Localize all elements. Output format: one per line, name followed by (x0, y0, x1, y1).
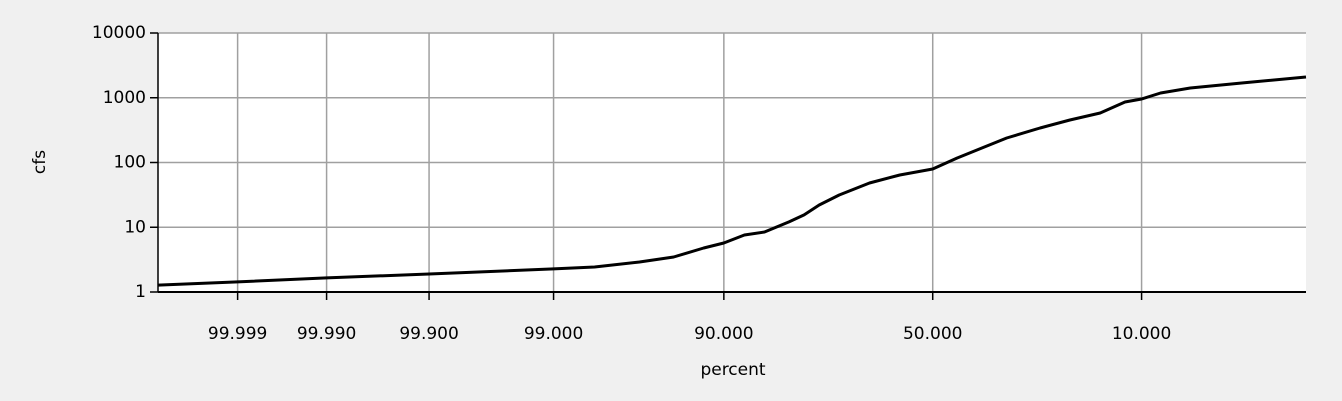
x-tick-label: 99.900 (399, 324, 458, 344)
x-tick-label: 90.000 (694, 324, 753, 344)
y-axis-label: cfs (30, 150, 50, 174)
x-axis-label: percent (700, 360, 765, 380)
x-tick-label: 50.000 (903, 324, 962, 344)
y-tick-label: 10000 (92, 23, 146, 43)
data-line (157, 75, 1307, 287)
x-tick-label: 10.000 (1112, 324, 1171, 344)
x-tick-label: 99.999 (208, 324, 267, 344)
x-tick-label: 99.000 (524, 324, 583, 344)
x-tick-label: 99.990 (297, 324, 356, 344)
y-tick-label: 1000 (103, 88, 146, 108)
y-tick-label: 1 (135, 282, 146, 302)
y-tick-label: 10 (124, 217, 146, 237)
y-tick-label: 100 (114, 153, 146, 173)
